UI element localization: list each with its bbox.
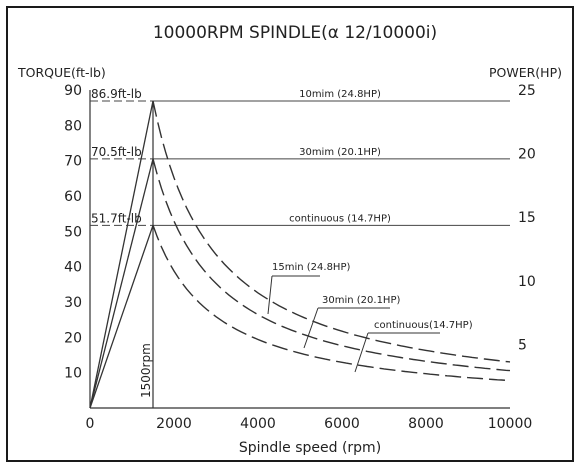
torque-peak-label: 86.9ft-lb: [91, 87, 142, 101]
y-right-tick-label: 15: [518, 210, 536, 226]
y-right-tick-label: 20: [518, 147, 536, 163]
torque-peak-label: 70.5ft-lb: [91, 145, 142, 159]
y-right-axis-label: POWER(HP): [489, 65, 562, 80]
series-line-rise: [89, 225, 154, 409]
x-tick-label: 6000: [324, 416, 360, 432]
x-tick-label: 8000: [408, 416, 444, 432]
callout-leader-line: [354, 332, 369, 373]
base-speed-label: 1500rpm: [139, 343, 153, 398]
y-right-tick-label: 5: [518, 337, 527, 353]
power-line-label: 10mim (24.8HP): [299, 89, 381, 100]
power-line-label: 30mim (20.1HP): [299, 147, 381, 158]
series-line-decay: [152, 100, 511, 363]
series-line-rise: [89, 158, 154, 409]
x-tick-label: 2000: [156, 416, 192, 432]
y-right-tick-label: 10: [518, 274, 536, 290]
power-line-label: continuous (14.7HP): [289, 213, 391, 224]
y-left-tick-label: 10: [64, 366, 82, 382]
series-callout-label: 30min (20.1HP): [322, 295, 400, 306]
y-left-tick-label: 60: [64, 189, 82, 205]
series-line-rise: [89, 100, 154, 409]
y-left-tick-label: 80: [64, 118, 82, 134]
y-left-tick-label: 50: [64, 224, 82, 240]
x-tick-label: 4000: [240, 416, 276, 432]
chart-frame: [6, 6, 574, 462]
y-left-tick-label: 20: [64, 330, 82, 346]
y-left-tick-label: 70: [64, 154, 82, 170]
callout-leader-line: [267, 275, 273, 315]
x-tick-label: 0: [86, 416, 95, 432]
callout-leader-line: [303, 307, 319, 349]
torque-peak-label: 51.7ft-lb: [91, 211, 142, 225]
y-left-axis-label: TORQUE(ft-lb): [17, 65, 106, 80]
series-line-decay: [152, 158, 511, 372]
chart-title: 10000RPM SPINDLE(α 12/10000i): [153, 23, 437, 43]
y-right-tick-label: 25: [518, 83, 536, 99]
y-left-tick-label: 40: [64, 260, 82, 276]
y-left-tick-label: 30: [64, 295, 82, 311]
series-callout-label: continuous(14.7HP): [374, 320, 473, 331]
x-tick-label: 10000: [488, 416, 533, 432]
x-axis-label: Spindle speed (rpm): [239, 440, 381, 456]
series-callout-label: 15min (24.8HP): [272, 262, 350, 273]
y-left-tick-label: 90: [64, 83, 82, 99]
series-line-decay: [152, 225, 511, 382]
